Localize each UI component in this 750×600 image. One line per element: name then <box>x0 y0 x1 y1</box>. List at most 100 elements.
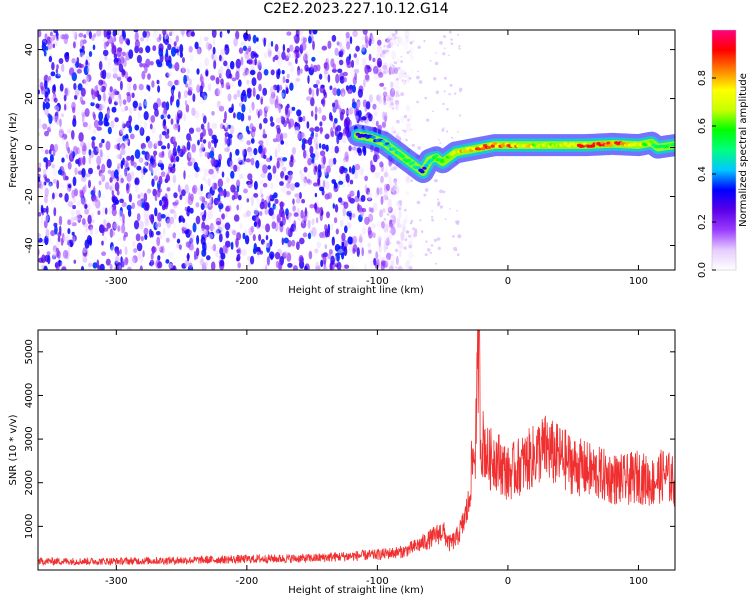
noise-blob <box>83 34 87 39</box>
noise-blob <box>104 54 108 61</box>
noise-dot <box>420 230 424 233</box>
noise-blob <box>159 199 163 207</box>
noise-blob <box>339 76 345 84</box>
noise-blob <box>214 88 220 97</box>
noise-blob <box>225 68 232 79</box>
noise-blob <box>336 104 341 110</box>
signal-sample <box>381 139 386 143</box>
noise-blob <box>103 91 106 102</box>
noise-blob <box>88 262 92 268</box>
noise-blob <box>140 37 145 42</box>
noise-dot <box>404 72 407 75</box>
noise-blob <box>87 203 91 212</box>
noise-blob <box>180 67 186 74</box>
noise-blob <box>231 77 237 82</box>
noise-blob <box>358 254 362 261</box>
noise-blob <box>119 153 122 160</box>
noise-blob <box>264 110 267 118</box>
noise-blob <box>110 242 114 251</box>
noise-blob <box>376 220 381 228</box>
noise-blob <box>98 60 103 71</box>
noise-blob <box>328 158 334 168</box>
noise-blob <box>160 214 166 219</box>
noise-blob <box>383 234 388 244</box>
noise-blob <box>277 143 281 153</box>
noise-blob <box>67 228 71 235</box>
noise-dot <box>437 246 441 250</box>
noise-blob <box>367 242 371 248</box>
noise-blob <box>186 141 191 151</box>
noise-blob <box>100 224 106 234</box>
y-tick-label: -20 <box>24 188 35 204</box>
noise-blob <box>348 145 352 152</box>
noise-blob <box>266 195 271 204</box>
noise-blob <box>192 93 196 102</box>
signal-sample <box>406 159 411 163</box>
noise-blob <box>178 215 182 224</box>
noise-blob <box>199 85 203 94</box>
noise-blob <box>405 36 409 44</box>
noise-blob <box>98 190 101 199</box>
noise-blob <box>174 113 178 121</box>
noise-blob <box>270 69 275 76</box>
noise-blob <box>395 102 399 111</box>
signal-sample <box>410 161 415 165</box>
noise-blob <box>212 159 217 167</box>
noise-blob <box>152 30 158 39</box>
noise-blob <box>61 133 68 140</box>
noise-blob <box>216 200 222 206</box>
noise-blob <box>195 215 201 225</box>
noise-blob <box>378 237 382 248</box>
noise-dot <box>391 64 394 66</box>
noise-blob <box>201 221 206 232</box>
noise-blob <box>320 209 324 216</box>
noise-blob <box>120 193 124 200</box>
noise-blob <box>128 49 134 59</box>
noise-blob <box>362 57 367 67</box>
noise-blob <box>288 121 291 130</box>
noise-blob <box>287 61 293 66</box>
noise-blob <box>116 30 120 36</box>
noise-blob <box>78 132 84 142</box>
noise-blob <box>93 186 96 195</box>
noise-blob <box>336 41 340 46</box>
noise-blob <box>115 96 121 104</box>
noise-blob <box>380 98 385 104</box>
noise-blob <box>287 214 291 223</box>
noise-blob <box>318 73 323 80</box>
noise-blob <box>319 159 322 164</box>
noise-blob <box>355 57 359 65</box>
noise-blob <box>154 207 158 217</box>
noise-blob <box>269 155 273 161</box>
noise-blob <box>311 227 317 237</box>
noise-blob <box>307 178 311 184</box>
colorbar-tick-label: 0.0 <box>697 262 708 278</box>
noise-blob <box>215 77 220 85</box>
noise-blob <box>143 208 149 219</box>
noise-blob <box>343 77 347 83</box>
noise-blob <box>47 254 51 265</box>
noise-blob <box>86 123 92 130</box>
noise-blob <box>296 241 300 250</box>
noise-blob <box>52 253 56 261</box>
noise-blob <box>400 115 405 124</box>
noise-blob <box>272 173 276 179</box>
noise-blob <box>139 62 144 68</box>
noise-blob <box>163 118 167 127</box>
noise-blob <box>219 66 224 73</box>
noise-blob <box>189 245 195 251</box>
noise-blob <box>102 235 107 243</box>
noise-blob <box>247 173 253 181</box>
noise-blob <box>134 124 140 131</box>
noise-blob <box>285 226 291 236</box>
noise-blob <box>283 120 287 128</box>
noise-blob <box>189 54 194 61</box>
noise-blob <box>401 223 406 232</box>
noise-blob <box>300 220 307 229</box>
noise-blob <box>361 247 365 257</box>
noise-blob <box>260 239 265 245</box>
noise-blob <box>263 154 267 160</box>
noise-dot <box>433 77 437 81</box>
noise-blob <box>77 216 81 223</box>
noise-blob <box>38 176 41 183</box>
